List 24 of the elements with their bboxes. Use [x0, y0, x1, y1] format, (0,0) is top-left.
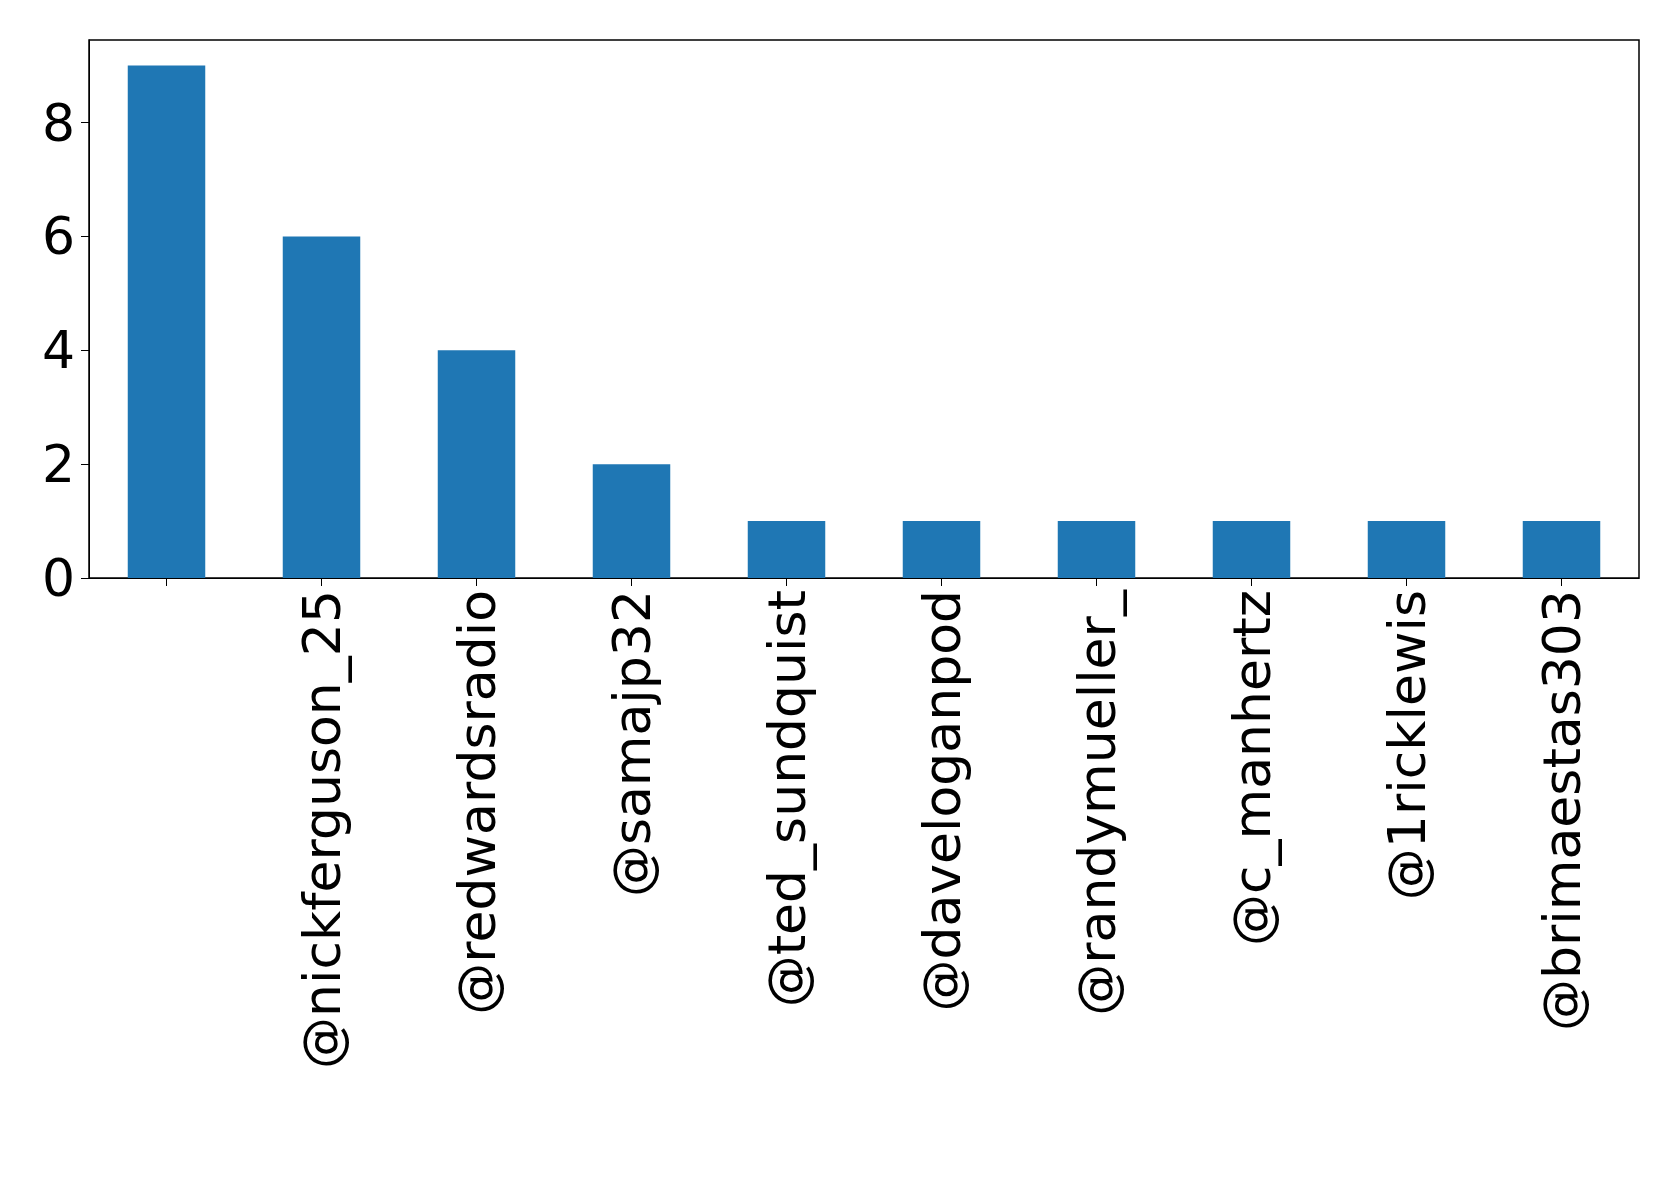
bar	[437, 350, 516, 578]
bar	[1057, 521, 1136, 578]
x-tick-label: @daveloganpod	[911, 590, 972, 1012]
x-tick-label: @randymueller_	[1066, 589, 1127, 1016]
bar	[592, 464, 671, 578]
x-tick-label: @ted_sundquist	[756, 590, 817, 1008]
y-tick-label: 8	[41, 92, 75, 153]
bar	[747, 521, 826, 578]
y-tick-label: 4	[41, 320, 75, 381]
bar	[1522, 521, 1601, 578]
x-tick-label: @redwardsradio	[446, 590, 507, 1015]
y-tick-label: 0	[41, 548, 75, 608]
bar	[127, 65, 206, 578]
bar	[1367, 521, 1446, 578]
y-tick-label: 2	[41, 434, 75, 495]
bar	[902, 521, 981, 578]
x-tick-label: @1ricklewis	[1376, 590, 1437, 901]
x-tick-label: @samajp32	[601, 590, 662, 898]
bar	[1212, 521, 1291, 578]
x-tick-label: @brimaestas303	[1531, 590, 1592, 1032]
bar	[282, 236, 361, 578]
y-tick-label: 6	[41, 206, 75, 267]
x-tick-label: @c_manhertz	[1221, 590, 1282, 947]
x-tick-label: @nickferguson_25	[291, 590, 352, 1069]
